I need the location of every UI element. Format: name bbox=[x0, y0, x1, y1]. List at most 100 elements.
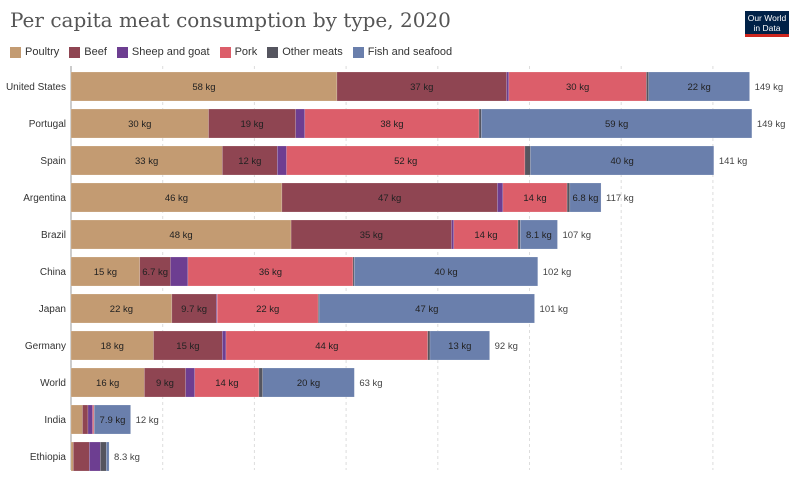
bar-segment[interactable] bbox=[217, 293, 319, 324]
bar-segment[interactable] bbox=[70, 182, 283, 213]
bar-segment[interactable] bbox=[502, 182, 568, 213]
bar-value-label: 58 kg bbox=[192, 82, 215, 93]
bar-segment[interactable] bbox=[70, 404, 83, 435]
legend-item[interactable]: Sheep and goat bbox=[116, 46, 210, 58]
bar-segment[interactable] bbox=[508, 71, 647, 102]
bar-segment[interactable] bbox=[646, 71, 649, 102]
bar-segment[interactable] bbox=[336, 71, 507, 102]
bar-value-label: 15 kg bbox=[176, 341, 199, 352]
bar-value-label: 40 kg bbox=[610, 156, 633, 167]
bar-segment[interactable] bbox=[70, 108, 209, 139]
legend-label: Other meats bbox=[282, 46, 343, 58]
bar-segment[interactable] bbox=[566, 182, 571, 213]
bar-segment[interactable] bbox=[70, 71, 338, 102]
bar-value-label: 9 kg bbox=[156, 378, 174, 389]
bar-segment[interactable] bbox=[89, 441, 101, 472]
bar-segment[interactable] bbox=[520, 219, 558, 250]
total-label: 102 kg bbox=[543, 267, 572, 278]
bar-segment[interactable] bbox=[506, 71, 510, 102]
bar-value-label: 7.9 kg bbox=[100, 415, 126, 426]
bar-segment[interactable] bbox=[153, 330, 223, 361]
bar-segment[interactable] bbox=[82, 404, 89, 435]
total-label: 63 kg bbox=[359, 378, 382, 389]
bar-value-label: 59 kg bbox=[605, 119, 628, 130]
bar-segment[interactable] bbox=[497, 182, 504, 213]
bar-segment[interactable] bbox=[429, 330, 490, 361]
category-label: Brazil bbox=[41, 230, 66, 241]
bar-segment[interactable] bbox=[290, 219, 452, 250]
legend-item[interactable]: Fish and seafood bbox=[352, 46, 452, 58]
bar-value-label: 14 kg bbox=[523, 193, 546, 204]
bar-segment[interactable] bbox=[517, 219, 521, 250]
category-label: China bbox=[40, 267, 67, 278]
bar-segment[interactable] bbox=[70, 219, 292, 250]
legend-label: Sheep and goat bbox=[131, 46, 210, 58]
category-label: India bbox=[44, 415, 66, 426]
bar-value-label: 44 kg bbox=[315, 341, 338, 352]
bar-segment[interactable] bbox=[318, 293, 535, 324]
bar-segment[interactable] bbox=[187, 256, 354, 287]
bar-value-label: 14 kg bbox=[215, 378, 238, 389]
owid-logo[interactable]: Our World in Data bbox=[745, 11, 789, 37]
legend-swatch bbox=[10, 46, 21, 58]
bar-segment[interactable] bbox=[194, 367, 260, 398]
bar-segment[interactable] bbox=[70, 367, 145, 398]
bar-segment[interactable] bbox=[170, 256, 189, 287]
bar-value-label: 18 kg bbox=[101, 341, 124, 352]
bar-value-label: 47 kg bbox=[378, 193, 401, 204]
legend-item[interactable]: Pork bbox=[219, 46, 258, 58]
bar-value-label: 38 kg bbox=[380, 119, 403, 130]
legend-swatch bbox=[219, 46, 231, 58]
logo-accent-bar bbox=[745, 34, 789, 37]
category-label: Spain bbox=[40, 156, 66, 167]
legend-label: Pork bbox=[234, 46, 258, 58]
bar-segment[interactable] bbox=[478, 108, 482, 139]
bar-segment[interactable] bbox=[453, 219, 519, 250]
bar-segment[interactable] bbox=[100, 441, 107, 472]
bar-segment[interactable] bbox=[354, 256, 539, 287]
legend-item[interactable]: Other meats bbox=[267, 46, 343, 58]
legend-item[interactable]: Beef bbox=[69, 46, 107, 58]
bar-segment[interactable] bbox=[277, 145, 287, 176]
bar-segment[interactable] bbox=[295, 108, 306, 139]
logo-line-2: in Data bbox=[753, 23, 781, 33]
bar-value-label: 12 kg bbox=[238, 156, 261, 167]
bar-segment[interactable] bbox=[171, 293, 217, 324]
bar-value-label: 19 kg bbox=[240, 119, 263, 130]
bar-segment[interactable] bbox=[144, 367, 186, 398]
bar-segment[interactable] bbox=[648, 71, 750, 102]
bar-segment[interactable] bbox=[94, 404, 131, 435]
bar-segment[interactable] bbox=[222, 145, 278, 176]
bar-segment[interactable] bbox=[222, 330, 227, 361]
total-label: 8.3 kg bbox=[114, 452, 140, 463]
total-label: 149 kg bbox=[757, 119, 786, 130]
bar-segment[interactable] bbox=[185, 367, 196, 398]
bar-segment[interactable] bbox=[530, 145, 715, 176]
bar-segment[interactable] bbox=[481, 108, 753, 139]
legend-item[interactable]: Poultry bbox=[10, 46, 59, 58]
bar-segment[interactable] bbox=[106, 441, 110, 472]
bar-segment[interactable] bbox=[304, 108, 480, 139]
bar-segment[interactable] bbox=[70, 145, 223, 176]
category-label: Japan bbox=[39, 304, 66, 315]
legend-label: Poultry bbox=[25, 46, 60, 58]
bar-segment[interactable] bbox=[258, 367, 263, 398]
bar-segment[interactable] bbox=[262, 367, 355, 398]
bar-segment[interactable] bbox=[139, 256, 171, 287]
bar-segment[interactable] bbox=[569, 182, 602, 213]
bar-segment[interactable] bbox=[87, 404, 93, 435]
bar-value-label: 35 kg bbox=[360, 230, 383, 241]
bar-segment[interactable] bbox=[427, 330, 431, 361]
bar-segment[interactable] bbox=[70, 256, 141, 287]
bar-value-label: 15 kg bbox=[94, 267, 117, 278]
bar-segment[interactable] bbox=[70, 441, 74, 472]
bar-segment[interactable] bbox=[73, 441, 90, 472]
bar-segment[interactable] bbox=[70, 330, 154, 361]
bar-segment[interactable] bbox=[281, 182, 498, 213]
category-label: World bbox=[40, 378, 66, 389]
bar-segment[interactable] bbox=[286, 145, 526, 176]
bar-segment[interactable] bbox=[524, 145, 531, 176]
bar-segment[interactable] bbox=[208, 108, 296, 139]
bar-segment[interactable] bbox=[451, 219, 455, 250]
